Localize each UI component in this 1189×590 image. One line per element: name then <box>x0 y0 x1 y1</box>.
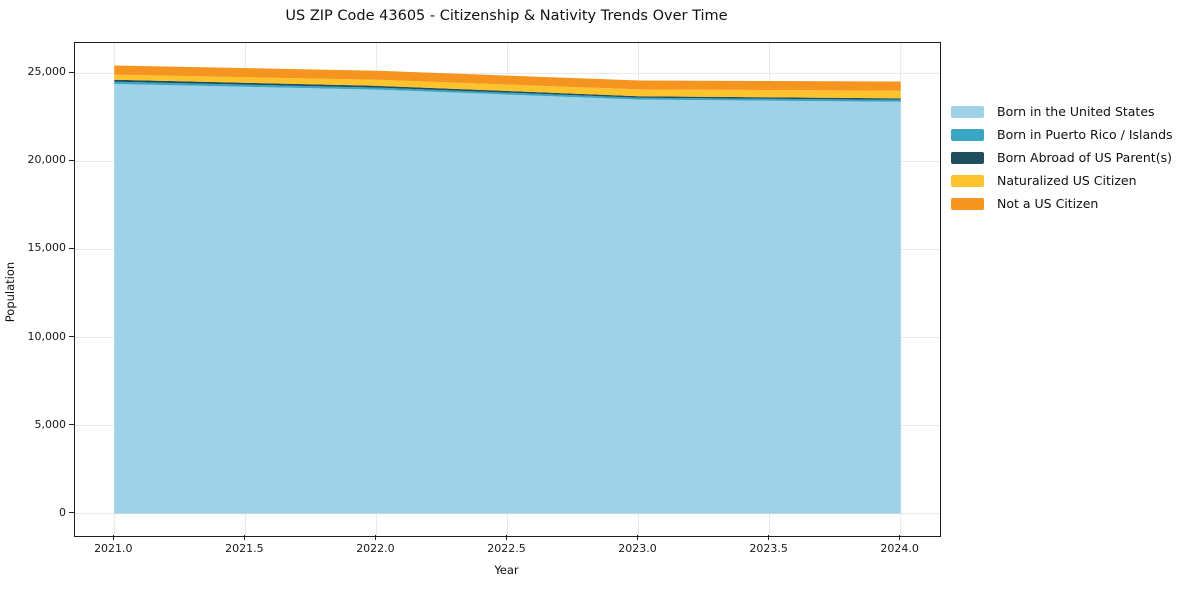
x-tick-label: 2024.0 <box>880 542 919 555</box>
x-tick-label: 2023.5 <box>749 542 788 555</box>
x-tick-mark <box>506 535 507 540</box>
legend-item: Born Abroad of US Parent(s) <box>951 146 1173 169</box>
area-series <box>114 79 901 100</box>
x-tick-label: 2021.5 <box>225 542 264 555</box>
legend-label: Not a US Citizen <box>997 196 1099 211</box>
y-tick-mark <box>69 336 74 337</box>
area-series <box>114 74 901 99</box>
legend: Born in the United States Born in Puerto … <box>951 100 1173 215</box>
y-tick-label: 15,000 <box>27 241 67 255</box>
legend-color-swatch <box>951 151 984 164</box>
x-tick-mark <box>899 535 901 540</box>
x-tick-label: 2022.0 <box>356 542 395 555</box>
chart-title: US ZIP Code 43605 - Citizenship & Nativi… <box>285 8 728 24</box>
y-tick-mark <box>69 159 74 161</box>
y-tick-label: 10,000 <box>27 329 67 343</box>
legend-item: Naturalized US Citizen <box>951 169 1173 192</box>
plot-area <box>74 42 941 537</box>
x-tick-mark <box>768 535 770 540</box>
legend-item: Born in the United States <box>951 100 1173 123</box>
y-tick-mark <box>69 247 74 249</box>
x-axis-label: Year <box>494 563 519 577</box>
legend-item: Not a US Citizen <box>951 192 1173 215</box>
x-tick-label: 2021.0 <box>94 542 133 555</box>
y-tick-label: 5,000 <box>34 417 67 431</box>
area-series <box>114 84 901 514</box>
x-tick-mark <box>243 535 245 540</box>
legend-label: Born Abroad of US Parent(s) <box>997 150 1172 165</box>
legend-label: Born in the United States <box>997 104 1155 119</box>
legend-label: Naturalized US Citizen <box>997 173 1137 188</box>
y-axis-label: Population <box>3 261 17 323</box>
legend-color-swatch <box>951 128 984 141</box>
area-series <box>114 81 901 102</box>
y-tick-label: 0 <box>59 505 66 519</box>
legend-color-swatch <box>951 174 984 187</box>
x-tick-label: 2022.5 <box>487 542 526 555</box>
x-tick-label: 2023.0 <box>618 542 657 555</box>
y-tick-label: 25,000 <box>27 65 67 79</box>
y-tick-mark <box>69 71 74 73</box>
x-tick-mark <box>112 535 114 540</box>
x-tick-mark <box>374 535 376 540</box>
y-tick-mark <box>69 424 74 426</box>
y-tick-label: 20,000 <box>27 153 67 167</box>
legend-item: Born in Puerto Rico / Islands <box>951 123 1173 146</box>
x-tick-mark <box>637 535 639 540</box>
stacked-area-plot <box>75 43 940 536</box>
y-tick-mark <box>69 512 74 514</box>
legend-color-swatch <box>951 197 984 210</box>
legend-color-swatch <box>951 105 984 118</box>
area-series <box>114 65 901 91</box>
legend-label: Born in Puerto Rico / Islands <box>997 127 1173 142</box>
